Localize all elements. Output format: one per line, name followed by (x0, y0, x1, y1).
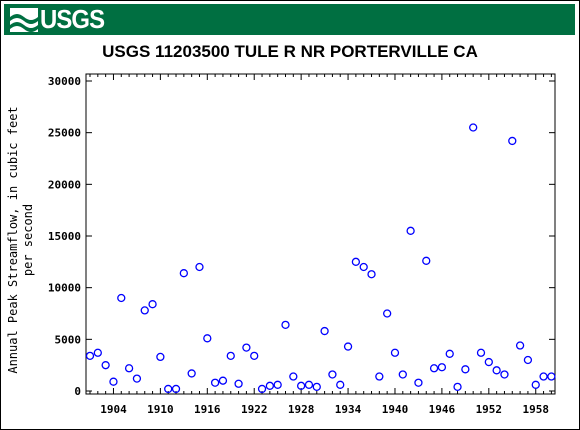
y-axis: 0 5000 10000 15000 20000 25000 30000 (48, 75, 555, 398)
usgs-wave-icon (10, 7, 38, 32)
data-point (203, 334, 212, 343)
x-tick-label: 1910 (147, 403, 174, 416)
y-tick-label: 15000 (48, 230, 81, 243)
data-point (281, 320, 290, 330)
y-tick-label: 20000 (48, 178, 81, 191)
usgs-logo-text: USGS (40, 4, 105, 34)
data-point (187, 369, 196, 378)
data-point (257, 384, 267, 394)
data-point (242, 343, 251, 352)
data-point (336, 380, 345, 389)
data-point (328, 370, 337, 379)
data-point (508, 136, 517, 146)
data-point (351, 257, 361, 266)
data-point (140, 306, 149, 315)
data-point (476, 348, 486, 357)
data-point (414, 378, 423, 387)
y-tick-label: 25000 (48, 127, 81, 140)
data-point (296, 381, 306, 390)
data-point (429, 364, 439, 373)
y-tick-label: 10000 (48, 282, 81, 295)
x-tick-label: 1904 (100, 403, 127, 416)
data-point (289, 372, 298, 381)
data-point (367, 270, 376, 279)
data-point (398, 370, 407, 379)
data-point (195, 262, 204, 272)
data-point (500, 370, 509, 379)
data-point (156, 352, 165, 362)
data-point (547, 372, 556, 381)
data-point (250, 351, 259, 361)
data-point (375, 372, 384, 381)
plot-area (85, 73, 556, 395)
x-tick-label: 1940 (382, 403, 409, 416)
data-point (179, 269, 188, 278)
data-point (484, 357, 493, 367)
data-point (445, 349, 454, 358)
data-point (132, 374, 142, 383)
y-tick-label: 0 (74, 385, 81, 398)
data-point (390, 348, 400, 357)
data-point (515, 341, 525, 350)
data-point (312, 382, 321, 392)
data-point (492, 366, 501, 375)
data-point (148, 300, 157, 309)
usgs-banner: USGS (4, 4, 575, 35)
data-point (523, 355, 533, 365)
data-point (234, 379, 243, 388)
data-point (383, 309, 392, 318)
y-axis-title-line-2: per second (21, 204, 35, 276)
data-point (453, 382, 462, 392)
x-axis: 1904 1910 1916 1922 1928 1934 1940 1946 1952 1958 (89, 74, 552, 416)
data-point (109, 377, 118, 386)
x-tick-label: 1922 (241, 403, 268, 416)
data-point (406, 226, 415, 235)
data-point (101, 361, 110, 370)
data-point (469, 123, 478, 132)
data-point (273, 380, 282, 389)
data-point (539, 372, 548, 381)
data-point (531, 380, 540, 389)
data-point (164, 384, 173, 394)
usgs-logo[interactable]: USGS (10, 6, 110, 33)
y-tick-label: 5000 (55, 333, 82, 346)
data-point (117, 293, 126, 303)
x-tick-label: 1934 (335, 403, 362, 416)
data-point (171, 384, 181, 394)
data-point (304, 380, 314, 389)
data-point (437, 363, 447, 372)
data-point (93, 348, 102, 357)
data-point (218, 376, 228, 385)
data-point (226, 351, 235, 361)
data-point (422, 256, 431, 265)
y-axis-title-line-1: Annual Peak Streamflow, in cubic feet (6, 106, 20, 373)
x-tick-label: 1916 (194, 403, 221, 416)
x-tick-label: 1928 (288, 403, 315, 416)
data-point (343, 342, 353, 351)
data-point (124, 364, 134, 373)
chart-title: USGS 11203500 TULE R NR PORTERVILLE CA (102, 42, 478, 61)
data-point (359, 262, 368, 272)
data-point (85, 351, 95, 361)
x-tick-label: 1952 (476, 403, 503, 416)
data-point (320, 326, 329, 336)
data-points (85, 123, 556, 394)
x-tick-label: 1958 (522, 403, 549, 416)
x-tick-label: 1946 (429, 403, 456, 416)
data-point (210, 378, 220, 387)
data-point (461, 365, 470, 374)
data-point (265, 381, 275, 390)
y-tick-label: 30000 (48, 75, 81, 88)
